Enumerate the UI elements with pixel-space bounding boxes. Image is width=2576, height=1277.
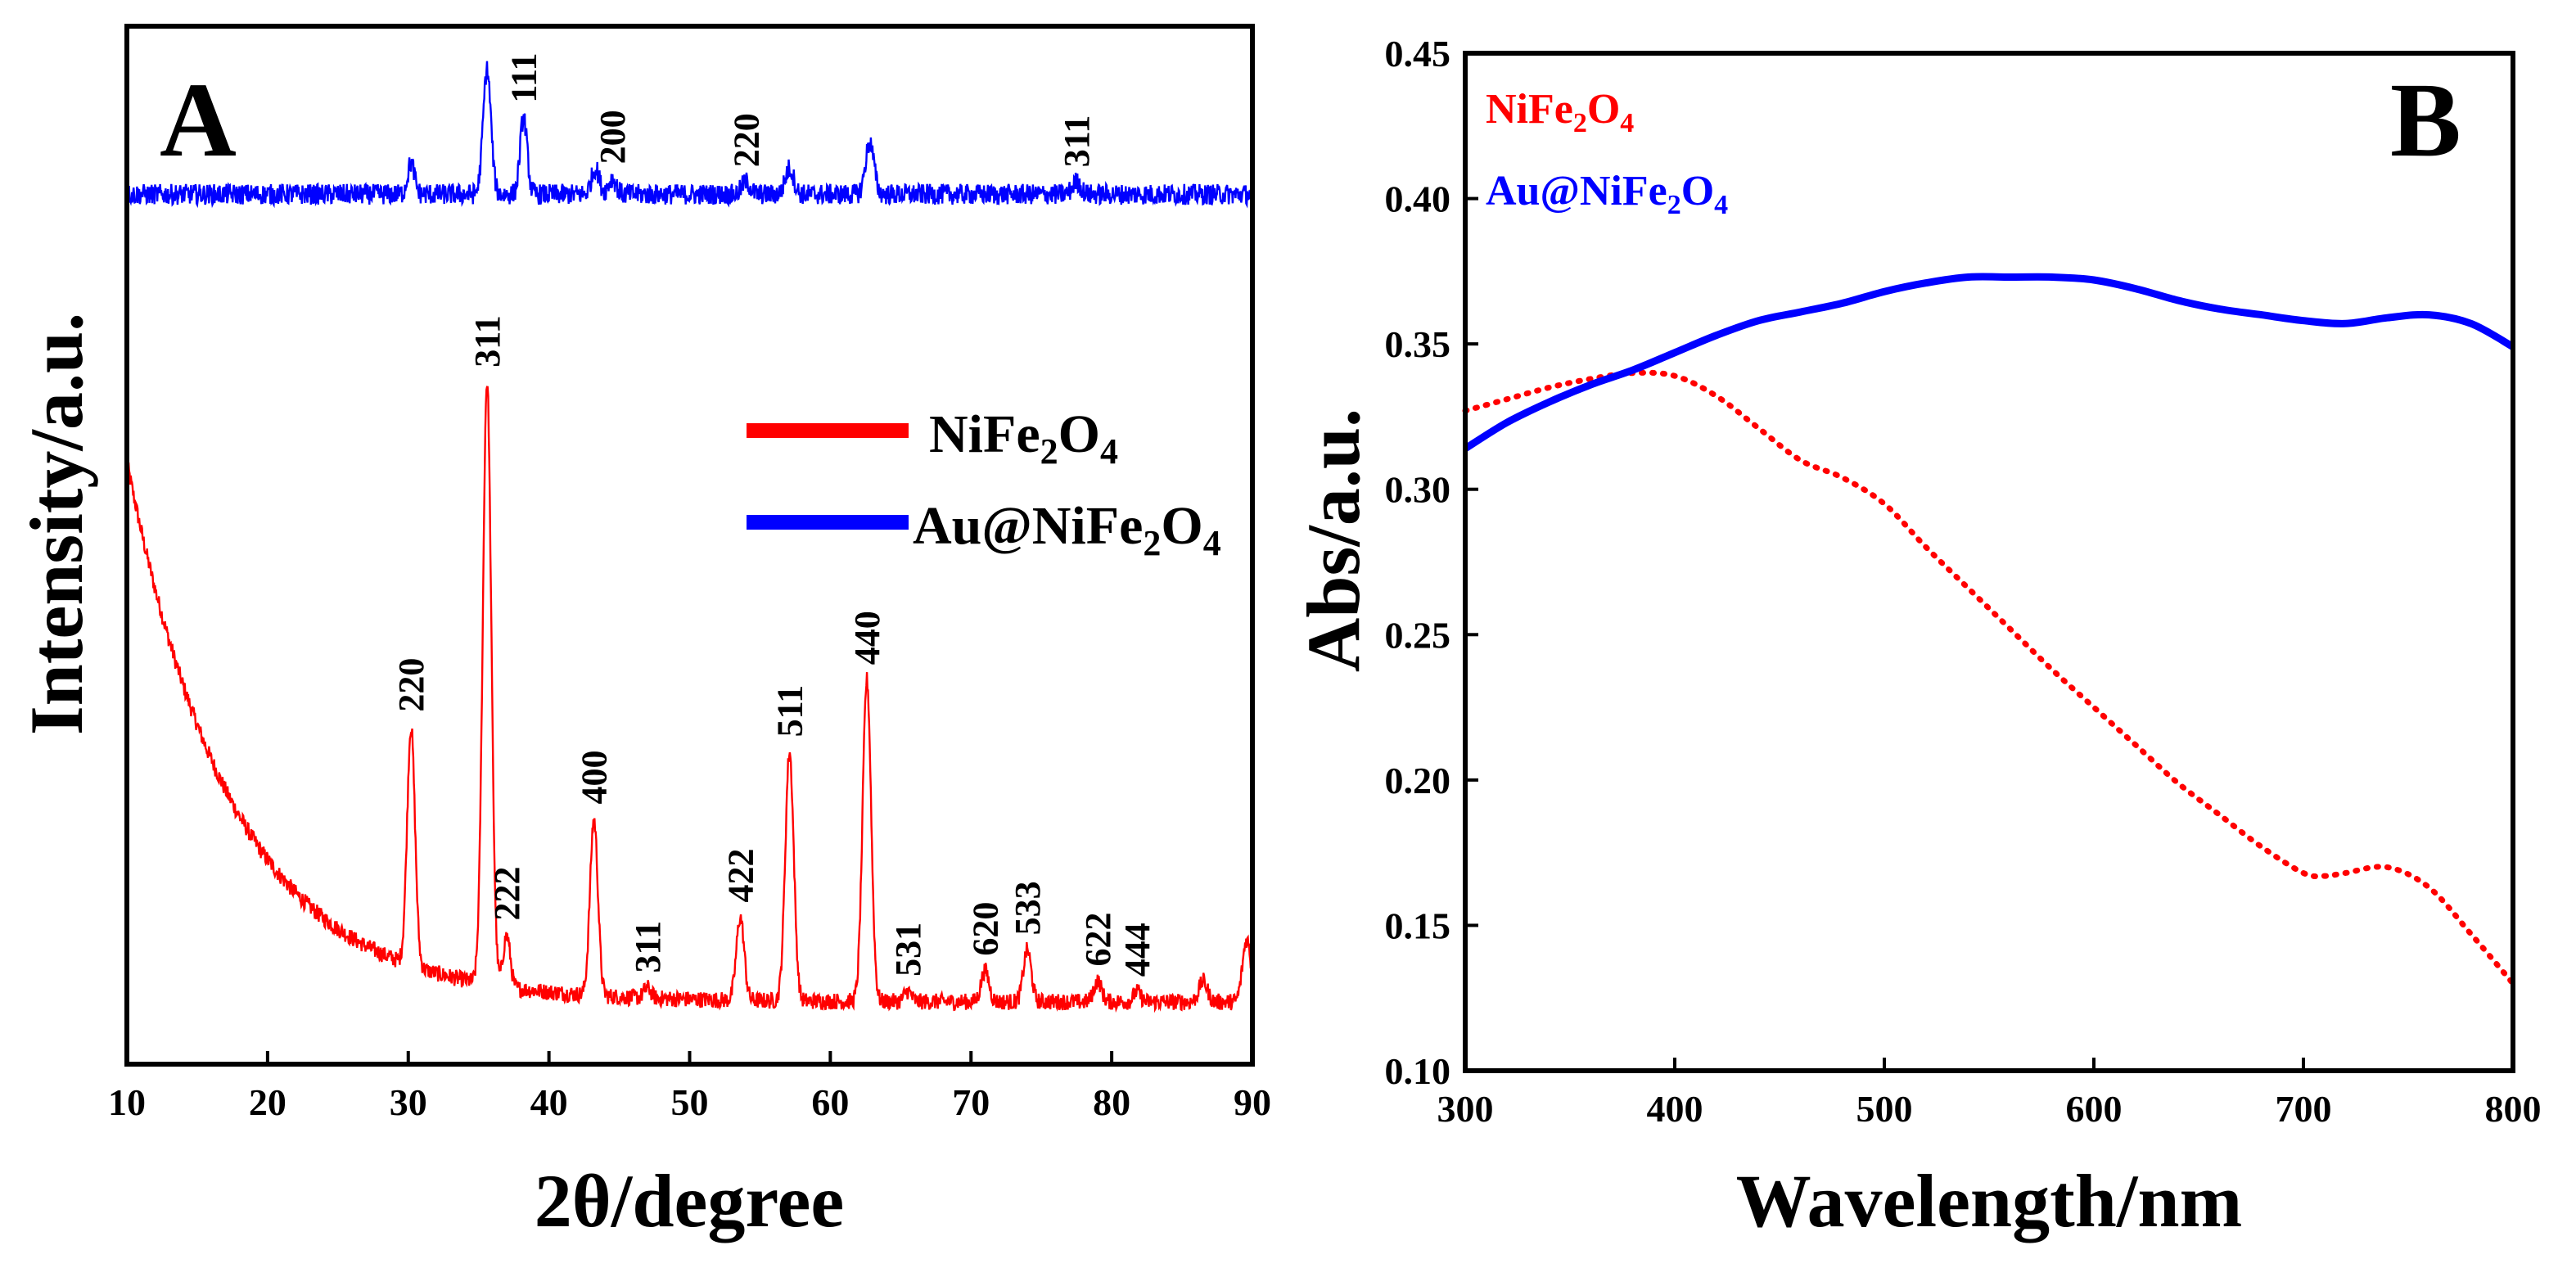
panel-a-legend: NiFe2O4 Au@NiFe2O4 <box>747 404 1221 563</box>
panel-a-peak-label: 220 <box>726 113 766 167</box>
panel-a-peak-label: 222 <box>487 867 527 921</box>
panel-a-x-tick-label: 10 <box>108 1081 146 1123</box>
panel-a-series-au-nife2o4-line <box>125 61 1253 209</box>
panel-a-peak-label: 111 <box>504 52 544 102</box>
panel-b-y-tick-label: 0.45 <box>1385 33 1451 74</box>
panel-a-legend-label-au-nife2o4: Au@NiFe2O4 <box>913 496 1221 563</box>
panel-b-label: B <box>2390 61 2461 179</box>
panel-a-peak-label: 422 <box>720 849 760 903</box>
panel-a-peak-label: 311 <box>467 315 508 368</box>
panel-a-x-tick-label: 50 <box>671 1081 709 1123</box>
panel-b-legend: NiFe2O4 Au@NiFe2O4 <box>1486 86 1728 220</box>
panel-b-x-axis-title: Wavelength/nm <box>1736 1159 2242 1243</box>
panel-b-y-tick-label: 0.20 <box>1385 760 1451 801</box>
panel-a-peak-labels: 220 311 222 400 311 422 511 440 531 620 533 622 444 1… <box>391 52 1157 977</box>
panel-b-x-tick-label: 800 <box>2485 1088 2542 1130</box>
panel-b-y-tick-label: 0.15 <box>1385 905 1451 946</box>
panel-a-xrd-chart: 220 311 222 400 311 422 511 440 531 620 533 622 444 1… <box>15 24 1271 1243</box>
panel-a-x-axis-title: 2θ/degree <box>535 1159 844 1243</box>
panel-b-y-axis-title: Abs/a.u. <box>1292 408 1375 672</box>
panel-a-series-nife2o4-line <box>125 386 1253 1013</box>
panel-b-series-au-nife2o4-line <box>1463 273 2515 452</box>
panel-a-x-tick-label: 80 <box>1093 1081 1130 1123</box>
panel-b-legend-label-au-nife2o4: Au@NiFe2O4 <box>1486 168 1728 220</box>
panel-a-x-tick-label: 70 <box>952 1081 990 1123</box>
panel-a-x-tick-label: 20 <box>249 1081 286 1123</box>
panel-a-peak-label: 200 <box>593 110 633 164</box>
panel-b-y-tick-label: 0.25 <box>1385 614 1451 656</box>
panel-b-x-tick-label: 600 <box>2066 1088 2123 1130</box>
panel-a-x-tick-label: 60 <box>811 1081 849 1123</box>
panel-a-label: A <box>160 61 237 179</box>
panel-a-peak-label: 400 <box>575 750 615 804</box>
panel-b-x-tick-label: 700 <box>2276 1088 2332 1130</box>
panel-a-peak-label: 311 <box>628 921 668 973</box>
panel-b-series-layer <box>1462 273 2516 986</box>
panel-a-peak-label: 620 <box>965 902 1005 956</box>
panel-b-series-nife2o4-line <box>1462 369 2516 986</box>
panel-a-x-ticks: 10 20 30 40 50 60 70 80 90 <box>108 1051 1271 1123</box>
panel-b-y-tick-label: 0.40 <box>1385 178 1451 220</box>
panel-b-x-ticks: 300 400 500 600 700 800 <box>1437 1058 2542 1130</box>
panel-a-series-layer <box>125 61 1253 1013</box>
panel-a-y-axis-title: Intensity/a.u. <box>15 313 98 735</box>
panel-b-x-tick-label: 400 <box>1647 1088 1703 1130</box>
panel-a-x-tick-label: 90 <box>1234 1081 1271 1123</box>
panel-b-legend-label-nife2o4: NiFe2O4 <box>1486 86 1634 138</box>
panel-b-y-tick-label: 0.35 <box>1385 323 1451 365</box>
panel-b-y-tick-label: 0.10 <box>1385 1050 1451 1092</box>
panel-a-x-tick-label: 40 <box>530 1081 568 1123</box>
panel-b-x-tick-label: 500 <box>1856 1088 1913 1130</box>
panel-a-peak-label: 444 <box>1117 923 1157 977</box>
panel-b-y-ticks: 0.10 0.15 0.20 0.25 0.30 0.35 0.40 0.45 <box>1385 33 1478 1092</box>
panel-a-peak-label: 311 <box>1057 115 1097 168</box>
panel-b-y-tick-label: 0.30 <box>1385 469 1451 511</box>
panel-a-peak-label: 440 <box>847 611 887 665</box>
panel-a-x-tick-label: 30 <box>390 1081 427 1123</box>
panel-b-uv-vis-chart: 300 400 500 600 700 800 0.100.150.200.250.300… <box>1292 33 2542 1243</box>
panel-a-peak-label: 220 <box>391 658 431 712</box>
panel-a-legend-label-nife2o4: NiFe2O4 <box>929 404 1118 472</box>
panel-b-plot-frame <box>1463 51 2515 1073</box>
panel-a-peak-label: 531 <box>888 923 928 977</box>
panel-b-x-tick-label: 300 <box>1437 1088 1494 1130</box>
panel-a-peak-label: 533 <box>1008 881 1048 935</box>
panel-a-peak-label: 511 <box>770 685 810 738</box>
panel-a-peak-label: 622 <box>1078 912 1118 966</box>
